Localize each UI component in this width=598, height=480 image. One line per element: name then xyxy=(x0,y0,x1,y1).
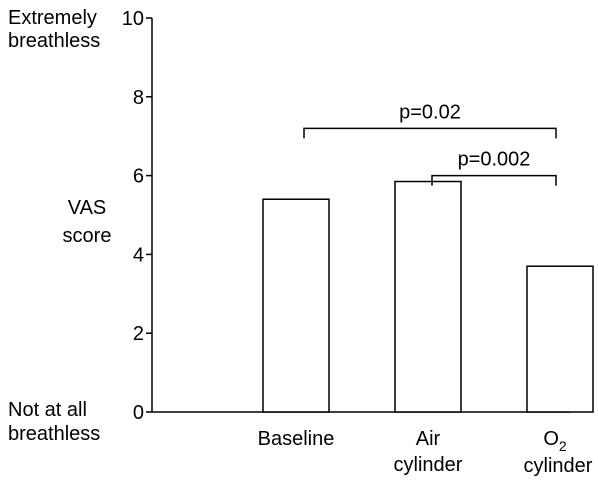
comparison-bracket xyxy=(431,174,557,186)
category-label: cylinder xyxy=(524,455,593,477)
y-tick-label: 0 xyxy=(133,402,144,424)
comparison-bracket xyxy=(303,127,557,139)
category-label: Baseline xyxy=(258,428,335,450)
top-anchor-label: Extremely xyxy=(8,7,97,29)
y-axis-label: VAS xyxy=(68,197,107,219)
bottom-anchor-label: Not at all xyxy=(8,399,87,421)
p-value-label: p=0.002 xyxy=(458,149,531,171)
bar-layer xyxy=(262,180,594,413)
label-layer: Baseline AircylinderO2cylinderExtremelybr… xyxy=(8,7,593,477)
y-axis-label: score xyxy=(63,225,112,247)
p-value-label: p=0.02 xyxy=(399,101,461,123)
bar-1 xyxy=(262,198,330,413)
category-label: Air xyxy=(416,428,441,450)
y-tick-label: 10 xyxy=(122,8,144,30)
axis-layer: 0 2 4 6 8 10 xyxy=(122,8,570,424)
category-label: O2 xyxy=(543,428,567,454)
bottom-anchor-label: breathless xyxy=(8,423,100,445)
category-label: cylinder xyxy=(394,454,463,476)
y-tick-label: 4 xyxy=(133,244,144,266)
comparison-layer: p=0.02 p=0.002 xyxy=(303,101,557,186)
top-anchor-label: breathless xyxy=(8,30,100,52)
y-tick-label: 6 xyxy=(133,166,144,188)
y-tick-label: 8 xyxy=(133,87,144,109)
bar-3 xyxy=(526,265,594,413)
y-tick-label: 2 xyxy=(133,323,144,345)
bar-2 xyxy=(394,180,462,413)
